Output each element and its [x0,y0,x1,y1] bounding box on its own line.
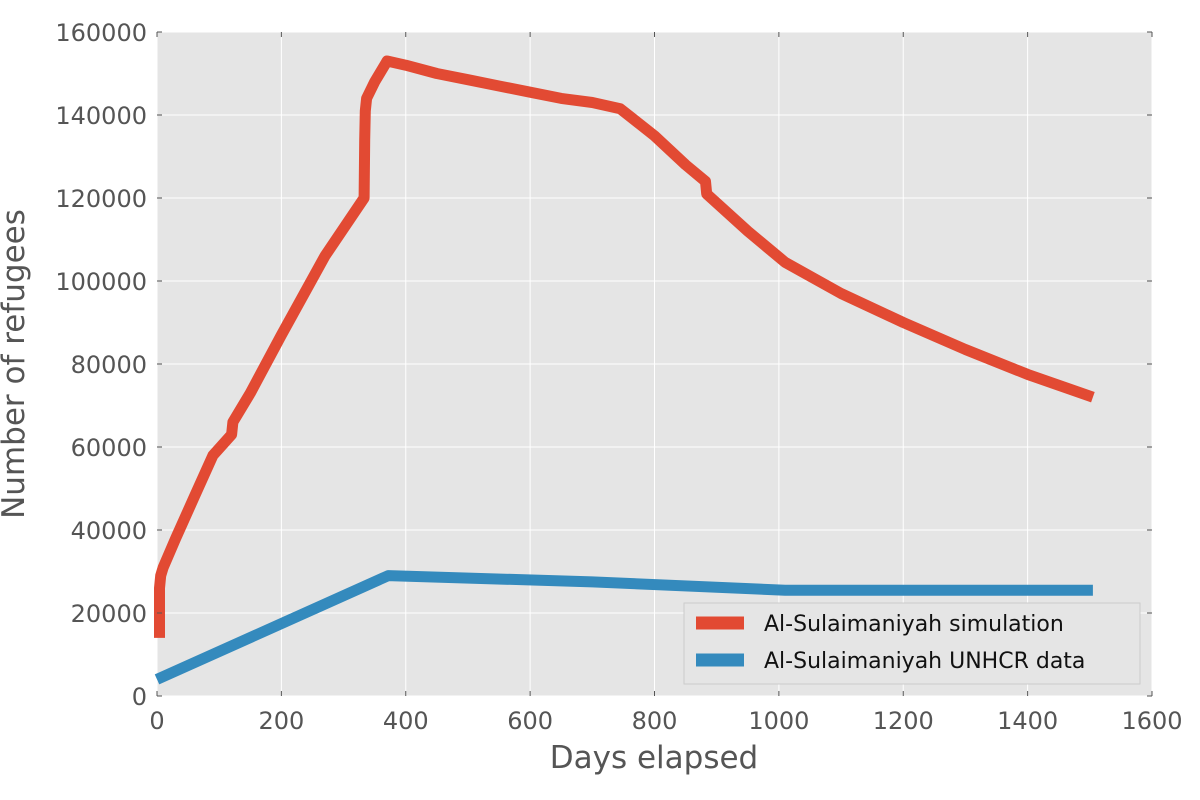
legend-label-simulation: Al-Sulaimaniyah simulation [764,612,1064,637]
y-tick-label: 140000 [55,102,147,130]
y-tick-label: 60000 [71,434,147,462]
x-tick-label: 200 [258,707,304,735]
x-tick-label: 400 [383,707,429,735]
x-tick-label: 1600 [1121,707,1182,735]
y-tick-label: 40000 [71,517,147,545]
x-tick-label: 800 [632,707,678,735]
x-tick-label: 1400 [997,707,1058,735]
y-tick-label: 80000 [71,351,147,379]
y-tick-label: 20000 [71,600,147,628]
x-tick-label: 600 [507,707,553,735]
series-line-unhcr [154,570,1093,685]
series-line-simulation [154,55,1095,638]
legend-box [683,602,1141,685]
x-tick-label: 1000 [748,707,809,735]
series-layer [154,55,1095,685]
x-tick-label: 0 [149,707,164,735]
x-tick-label: 1200 [873,707,934,735]
y-tick-label: 100000 [55,268,147,296]
y-tick-label: 160000 [55,19,147,47]
y-axis-title: Number of refugees [0,209,32,519]
y-tick-label: 120000 [55,185,147,213]
y-tick-label: 0 [132,683,147,711]
ticks: 0 200 400 600 800 1000 1200 1400 1600 0 20000 40000… [55,19,1182,735]
legend-label-unhcr: Al-Sulaimaniyah UNHCR data [764,649,1085,674]
legend: Al-Sulaimaniyah simulation Al-Sulaimaniy… [683,602,1141,685]
x-axis-title: Days elapsed [550,740,758,776]
